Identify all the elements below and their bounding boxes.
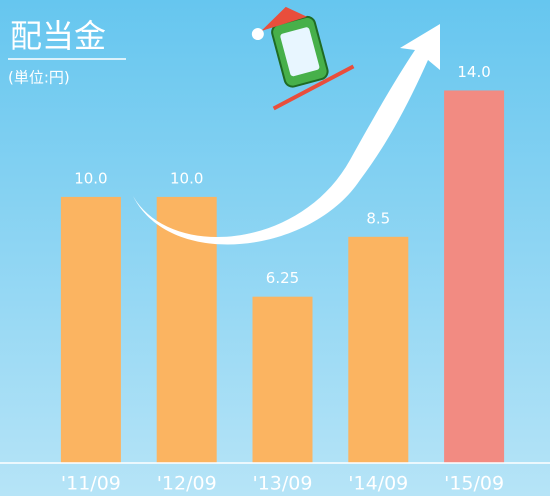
mascot xyxy=(251,6,355,111)
growth-arrow xyxy=(133,24,440,245)
bar xyxy=(60,196,121,463)
chart-title: 配当金 xyxy=(10,17,106,55)
x-tick-label: '11/09 xyxy=(61,473,121,495)
bar xyxy=(252,296,313,463)
chart-subtitle: (単位:円) xyxy=(8,69,70,87)
bars: 10.0 10.0 6.25 8.5 14.0 xyxy=(60,63,505,464)
x-tick-label: '13/09 xyxy=(253,473,313,495)
bar xyxy=(348,236,409,463)
value-label: 14.0 xyxy=(457,63,490,81)
value-label: 10.0 xyxy=(74,169,107,187)
bar xyxy=(444,90,505,464)
value-label: 10.0 xyxy=(170,169,203,187)
value-label: 6.25 xyxy=(266,269,299,287)
x-tick-label: '14/09 xyxy=(348,473,408,495)
value-label: 8.5 xyxy=(366,209,390,227)
x-tick-label: '12/09 xyxy=(157,473,217,495)
x-tick-label: '15/09 xyxy=(444,473,504,495)
